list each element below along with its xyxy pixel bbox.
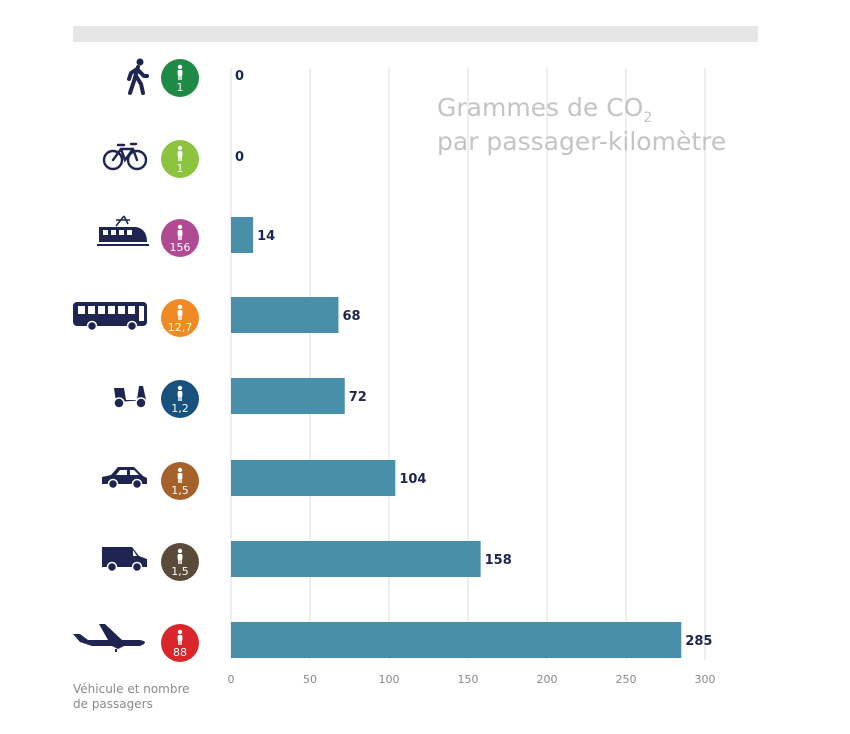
passenger-count: 1,2 bbox=[171, 402, 189, 415]
bar-car bbox=[231, 460, 396, 496]
passenger-count: 12,7 bbox=[168, 321, 193, 334]
value-label-train: 14 bbox=[257, 229, 275, 244]
header-bar bbox=[73, 26, 758, 42]
passenger-badges: 1 1 156 12,7 1,2 1,5 1,5 88 bbox=[161, 59, 199, 662]
value-label-car: 104 bbox=[399, 472, 426, 487]
passenger-badge-train: 156 bbox=[161, 219, 199, 257]
x-tick-label: 100 bbox=[379, 673, 400, 686]
person-icon bbox=[177, 548, 183, 564]
x-tick-label: 250 bbox=[616, 673, 637, 686]
footnote-line2: de passagers bbox=[73, 697, 153, 711]
passenger-badge-van: 1,5 bbox=[161, 543, 199, 581]
airplane-icon bbox=[73, 624, 145, 652]
passenger-badge-walk: 1 bbox=[161, 59, 199, 97]
bars: 0 0 14 68 72 104 158 285 bbox=[231, 69, 712, 658]
person-icon bbox=[177, 467, 183, 483]
scooter-icon bbox=[113, 386, 147, 409]
person-icon bbox=[177, 64, 183, 80]
footnote-line1: Véhicule et nombre bbox=[73, 682, 190, 696]
bar-airplane bbox=[231, 622, 682, 658]
x-tick-label: 150 bbox=[458, 673, 479, 686]
train-icon bbox=[97, 215, 149, 246]
bus-icon bbox=[73, 302, 147, 332]
passenger-badge-airplane: 88 bbox=[161, 624, 199, 662]
passenger-count: 156 bbox=[170, 241, 191, 254]
bicycle-icon bbox=[102, 142, 148, 171]
person-icon bbox=[177, 304, 183, 320]
person-icon bbox=[177, 385, 183, 401]
vehicle-icons bbox=[73, 58, 149, 652]
person-icon bbox=[177, 145, 183, 161]
passenger-count: 88 bbox=[173, 646, 187, 659]
chart-title-line1: Grammes de CO2 bbox=[437, 93, 652, 126]
x-tick-label: 0 bbox=[228, 673, 235, 686]
x-tick-label: 300 bbox=[695, 673, 716, 686]
passenger-count: 1 bbox=[177, 81, 184, 94]
passenger-badge-scooter: 1,2 bbox=[161, 380, 199, 418]
x-axis-ticks: 0 50 100 150 200 250 300 bbox=[228, 673, 716, 686]
passenger-count: 1,5 bbox=[171, 484, 189, 497]
car-icon bbox=[102, 467, 147, 490]
x-tick-label: 200 bbox=[537, 673, 558, 686]
chart-title-line2: par passager-kilomètre bbox=[437, 127, 726, 156]
bar-train bbox=[231, 217, 254, 253]
passenger-count: 1 bbox=[177, 162, 184, 175]
x-tick-label: 50 bbox=[303, 673, 317, 686]
passenger-count: 1,5 bbox=[171, 565, 189, 578]
person-icon bbox=[177, 629, 183, 645]
value-label-walk: 0 bbox=[235, 69, 244, 84]
van-icon bbox=[102, 547, 147, 573]
passenger-badge-bus: 12,7 bbox=[161, 299, 199, 337]
value-label-scooter: 72 bbox=[349, 390, 367, 405]
bar-scooter bbox=[231, 378, 345, 414]
passenger-badge-car: 1,5 bbox=[161, 462, 199, 500]
axis-footnote: Véhicule et nombre de passagers bbox=[73, 682, 233, 712]
person-icon bbox=[177, 224, 183, 240]
bar-van bbox=[231, 541, 481, 577]
value-label-bus: 68 bbox=[342, 309, 360, 324]
passenger-badge-bicycle: 1 bbox=[161, 140, 199, 178]
value-label-bicycle: 0 bbox=[235, 150, 244, 165]
value-label-airplane: 285 bbox=[685, 634, 712, 649]
bar-bus bbox=[231, 297, 339, 333]
value-label-van: 158 bbox=[485, 553, 512, 568]
pedestrian-icon bbox=[127, 58, 149, 95]
